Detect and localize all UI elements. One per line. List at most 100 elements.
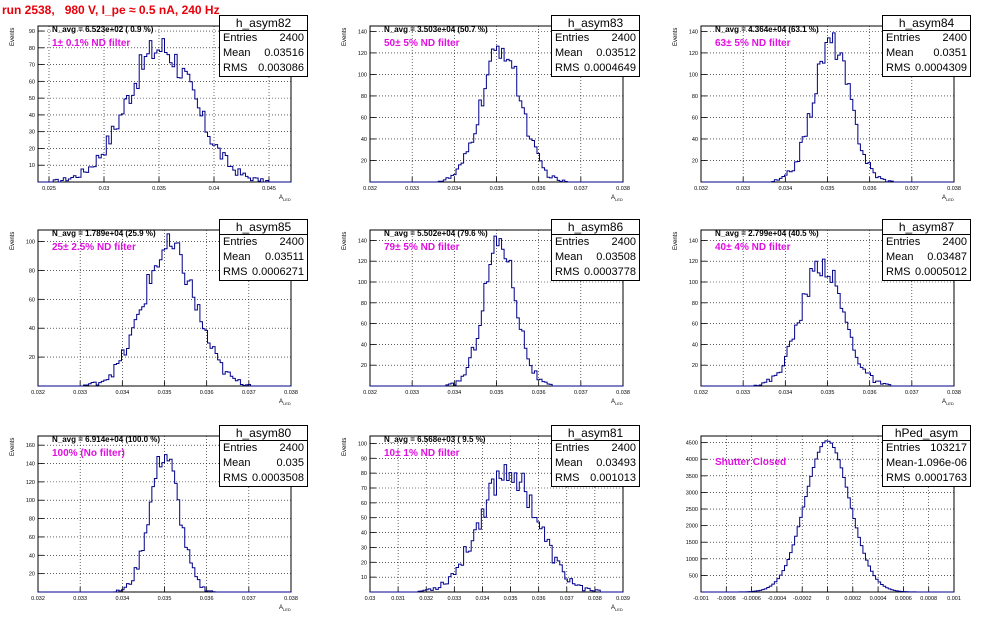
x-tick-label: 0.031 xyxy=(391,596,405,602)
y-tick-label: 70 xyxy=(29,63,35,69)
stats-value-mean: 0.03512 xyxy=(596,47,636,59)
x-tick-label: 0.038 xyxy=(284,390,298,396)
y-tick-label: 120 xyxy=(358,259,367,265)
stats-label-mean: Mean xyxy=(555,457,583,469)
y-tick-label: 30 xyxy=(29,130,35,136)
stats-box: hPed_asym Entries 103217 Mean -1.096e-06 RMS 0… xyxy=(882,425,971,487)
stats-row-rms: RMS 0.003086 xyxy=(220,61,307,76)
y-tick-label: 60 xyxy=(29,79,35,85)
y-tick-label: 80 xyxy=(692,301,698,307)
y-tick-label: 40 xyxy=(361,531,367,537)
x-tick-label: 0.038 xyxy=(588,596,602,602)
x-axis-label: ALED xyxy=(942,399,954,406)
histogram-line xyxy=(38,233,291,387)
plot-frame xyxy=(37,25,292,183)
x-tick-label: 0.03 xyxy=(99,186,110,192)
x-tick-label: 0.035 xyxy=(821,186,835,192)
stats-row-mean: Mean 0.03512 xyxy=(552,46,639,61)
filter-annotation: 100% (No filter) xyxy=(52,448,125,459)
filter-annotation: 63± 5% ND filter xyxy=(715,38,791,49)
y-tick-label: 10 xyxy=(361,575,367,581)
histogram-plot: 0.03 0.031 0.032 0.033 0.034 0.035 0.036 0.037 0… xyxy=(358,435,630,602)
histogram-plot: 0.032 0.033 0.034 0.035 0.036 0.037 0.038 20 40 6… xyxy=(26,229,298,396)
histogram-name: h_asym81 xyxy=(552,426,639,441)
y-tick-label: 100 xyxy=(689,280,698,286)
stats-value-entries: 2400 xyxy=(611,236,636,248)
histogram-plot: 0.032 0.033 0.034 0.035 0.036 0.037 0.038 20 40 6… xyxy=(358,229,630,396)
y-tick-label: 60 xyxy=(29,535,35,541)
navg-annotation: N_avg = 6.523e+02 ( 0.9 %) xyxy=(52,25,154,34)
filter-annotation: 50± 5% ND filter xyxy=(384,38,460,49)
x-axis-label: ALED xyxy=(611,399,623,406)
x-tick-label: 0.033 xyxy=(736,390,750,396)
y-axis-label: Events xyxy=(342,437,348,456)
x-axis-label-subscript: LED xyxy=(283,197,291,203)
histogram-line xyxy=(701,32,954,183)
y-tick-label: 80 xyxy=(361,301,367,307)
y-tick-label: 160 xyxy=(26,443,35,449)
x-tick-label: 0.032 xyxy=(694,186,708,192)
filter-annotation: 40± 4% ND filter xyxy=(715,242,791,253)
histogram-name: h_asym84 xyxy=(883,16,970,31)
stats-row-rms: RMS 0.0003508 xyxy=(220,471,307,486)
y-tick-label: 80 xyxy=(29,517,35,523)
x-axis-label-subscript: LED xyxy=(283,607,291,613)
y-tick-label: 60 xyxy=(692,322,698,328)
stats-row-mean: Mean 0.0351 xyxy=(883,46,970,61)
stats-label-mean: Mean xyxy=(886,47,914,59)
stats-row-entries: Entries 2400 xyxy=(220,31,307,46)
x-tick-label: 0.037 xyxy=(574,186,588,192)
x-tick-label: 0.036 xyxy=(532,596,546,602)
x-tick-label: 0.032 xyxy=(31,390,45,396)
stats-row-mean: Mean 0.03508 xyxy=(552,250,639,265)
y-tick-label: 2000 xyxy=(686,524,698,530)
y-tick-label: 20 xyxy=(29,146,35,152)
x-tick-label: -0.001 xyxy=(693,596,709,602)
stats-value-mean: 0.03487 xyxy=(927,251,967,263)
y-tick-label: 140 xyxy=(358,29,367,35)
x-tick-label: 0.032 xyxy=(419,596,433,602)
stats-value-mean: 0.03516 xyxy=(264,47,304,59)
histogram-name: hPed_asym xyxy=(883,426,970,441)
y-tick-label: 40 xyxy=(692,342,698,348)
x-tick-label: 0.036 xyxy=(200,390,214,396)
x-tick-label: 0.032 xyxy=(363,390,377,396)
histogram-name: h_asym83 xyxy=(552,16,639,31)
stats-value-rms: 0.0004309 xyxy=(915,62,967,74)
histogram-line xyxy=(701,440,954,593)
navg-annotation: N_avg = 3.503e+04 (50.7 %) xyxy=(384,25,488,34)
x-axis-label-symbol: A xyxy=(279,605,284,611)
y-tick-label: 20 xyxy=(361,158,367,164)
stats-label-rms: RMS xyxy=(886,62,911,74)
stats-label-entries: Entries xyxy=(555,32,590,44)
y-tick-label: 50 xyxy=(361,516,367,522)
y-tick-label: 120 xyxy=(26,480,35,486)
stats-box: h_asym81 Entries 2400 Mean 0.03493 RMS 0.00101… xyxy=(551,425,640,487)
x-axis-label-symbol: A xyxy=(279,195,284,201)
x-tick-label: 0.034 xyxy=(778,390,792,396)
x-axis-label-subscript: LED xyxy=(946,197,954,203)
x-axis-label-subscript: LED xyxy=(615,607,623,613)
y-tick-label: 40 xyxy=(29,326,35,332)
navg-annotation: N_avg = 4.364e+04 (63.1 %) xyxy=(715,25,819,34)
x-tick-label: 0.0008 xyxy=(920,596,937,602)
stats-value-entries: 2400 xyxy=(611,442,636,454)
x-axis-label-symbol: A xyxy=(611,605,616,611)
stats-row-rms: RMS 0.0004309 xyxy=(883,61,970,76)
histogram-panel-h_asym85: 0.032 0.033 0.034 0.035 0.036 0.037 0.038 20 40 6… xyxy=(0,219,310,417)
y-tick-label: 2500 xyxy=(686,507,698,513)
stats-value-rms: 0.001013 xyxy=(590,472,636,484)
stats-row-rms: RMS 0.0006271 xyxy=(220,265,307,280)
x-tick-label: 0.0004 xyxy=(870,596,887,602)
y-tick-label: 40 xyxy=(29,553,35,559)
y-axis-label: Events xyxy=(342,27,348,46)
y-tick-label: 60 xyxy=(29,297,35,303)
stats-box: h_asym83 Entries 2400 Mean 0.03512 RMS 0.00046… xyxy=(551,15,640,77)
y-tick-label: 60 xyxy=(361,501,367,507)
y-tick-label: 120 xyxy=(689,51,698,57)
x-axis-label: ALED xyxy=(611,195,623,202)
stats-box: h_asym87 Entries 2400 Mean 0.03487 RMS 0.00050… xyxy=(882,219,971,281)
y-tick-label: 80 xyxy=(361,471,367,477)
y-axis-label: Events xyxy=(673,27,679,46)
x-tick-label: 0.03 xyxy=(365,596,376,602)
